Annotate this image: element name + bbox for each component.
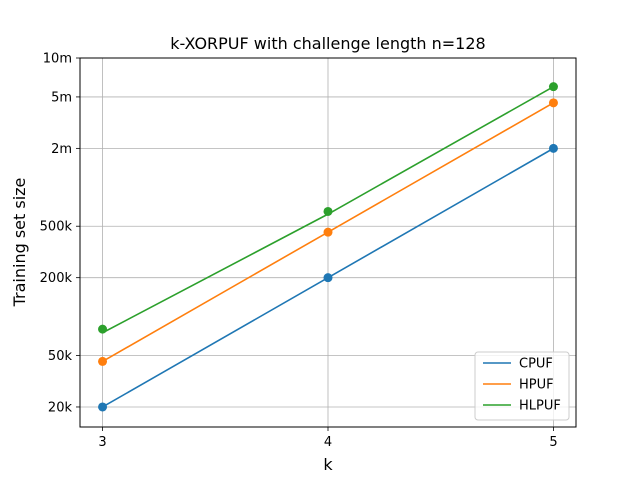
y-axis-label: Training set size (10, 178, 29, 308)
y-tick-label: 2m (51, 142, 72, 157)
x-tick-label: 3 (98, 435, 106, 450)
y-tick-label: 10m (43, 52, 72, 67)
legend-label-cpuf: CPUF (519, 357, 553, 372)
legend-box (474, 351, 570, 421)
data-point-hpuf (98, 356, 108, 366)
y-tick-label: 500k (40, 220, 73, 235)
chart-title: k-XORPUF with challenge length n=128 (170, 34, 485, 53)
x-axis-label: k (323, 455, 333, 474)
x-tick-label: 5 (549, 435, 557, 450)
y-tick-label: 50k (48, 349, 73, 364)
y-tick-label: 20k (48, 400, 73, 415)
legend-label-hpuf: HPUF (519, 378, 554, 393)
data-point-cpuf (548, 143, 558, 153)
y-tick-label: 5m (51, 90, 72, 105)
series-layer (98, 82, 558, 412)
ticks: 3 4 5 20k 50k 200k 500k 2m 5m 10m (40, 52, 558, 451)
y-tick-label: 200k (40, 271, 73, 286)
legend: CPUF HPUF HLPUF (474, 351, 570, 421)
data-point-cpuf (323, 273, 333, 283)
legend-label-hlpuf: HLPUF (519, 399, 561, 414)
data-point-hlpuf (98, 324, 108, 334)
x-tick-label: 4 (324, 435, 332, 450)
data-point-hlpuf (548, 82, 558, 92)
data-point-hpuf (548, 98, 558, 108)
data-point-hlpuf (323, 206, 333, 216)
data-point-cpuf (98, 402, 108, 412)
data-point-hpuf (323, 227, 333, 237)
